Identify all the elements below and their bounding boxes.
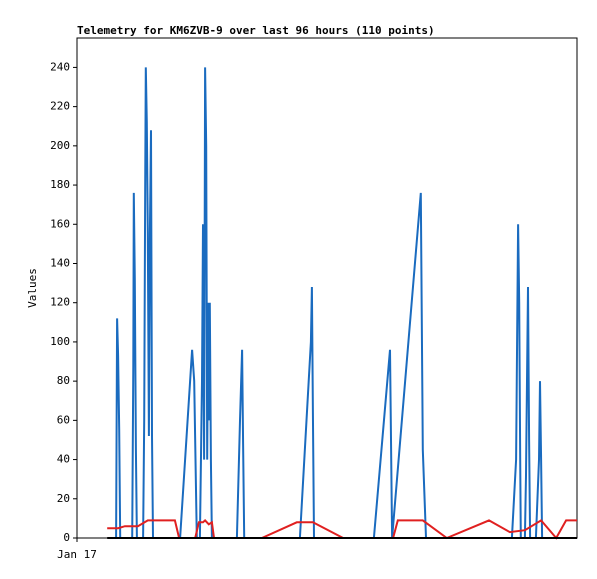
y-tick-label: 100 xyxy=(50,335,70,348)
y-tick-label: 80 xyxy=(57,374,70,387)
series-line xyxy=(107,519,577,540)
y-tick-label: 220 xyxy=(50,100,70,113)
y-tick-label: 140 xyxy=(50,256,70,269)
y-tick-label: 20 xyxy=(57,492,70,505)
x-tick-label: Jan 17 xyxy=(57,548,97,561)
y-tick-label: 160 xyxy=(50,217,70,230)
chart-title: Telemetry for KM6ZVB-9 over last 96 hour… xyxy=(77,24,435,37)
y-tick-label: 120 xyxy=(50,296,70,309)
series-line xyxy=(115,67,544,539)
y-tick-label: 200 xyxy=(50,139,70,152)
y-tick-label: 60 xyxy=(57,413,70,426)
y-tick-label: 0 xyxy=(63,531,70,544)
y-tick-label: 40 xyxy=(57,453,70,466)
y-tick-label: 240 xyxy=(50,60,70,73)
y-axis-label: Values xyxy=(26,268,39,308)
y-tick-label: 180 xyxy=(50,178,70,191)
